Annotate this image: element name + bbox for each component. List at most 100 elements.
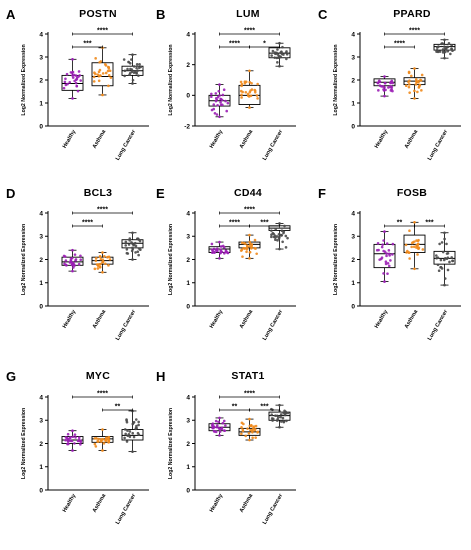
data-point (101, 270, 104, 274)
data-point (241, 255, 244, 258)
box-1 (91, 62, 114, 87)
panel-letter: C (318, 7, 328, 22)
data-point (104, 438, 107, 442)
panel-letter: D (6, 186, 15, 201)
data-point (75, 77, 79, 81)
data-point (71, 429, 74, 433)
data-point (130, 68, 134, 71)
y-axis-label: Log2 Normalized Expression (21, 408, 27, 479)
data-point (383, 250, 387, 254)
significance-label: *** (83, 41, 91, 48)
data-point (211, 422, 215, 426)
panel-letter: G (6, 369, 16, 384)
y-tick-label: 1 (39, 100, 43, 107)
data-point (446, 251, 450, 255)
y-axis-label: Log2 Normalized Expression (21, 44, 27, 115)
data-point (218, 115, 221, 119)
data-point (451, 259, 455, 263)
data-point (413, 267, 416, 271)
data-point (383, 230, 386, 233)
data-point (220, 98, 224, 102)
data-point (124, 244, 128, 247)
data-point (381, 243, 384, 246)
panel-h: H STAT1 Log2 Normalized Expression 0 1 2 3 4 Hea… (156, 369, 296, 526)
data-point (70, 263, 74, 267)
data-point (135, 63, 139, 66)
data-point (386, 272, 389, 275)
data-point (285, 57, 288, 61)
data-point (77, 438, 81, 442)
data-point (77, 75, 80, 78)
data-point (270, 54, 273, 57)
data-point (123, 69, 127, 73)
data-point (131, 431, 134, 435)
data-point (286, 236, 289, 240)
data-point (217, 420, 220, 424)
panel-letter: B (156, 7, 165, 22)
data-point (240, 82, 244, 86)
data-point (73, 442, 76, 445)
box-2 (121, 429, 144, 441)
x-tick-label: Lung Cancer (115, 308, 138, 341)
data-point (73, 433, 77, 436)
data-point (131, 450, 134, 453)
x-tick-label: Healthy (374, 308, 390, 329)
panel-c: C PPARD Log2 Normalized Expression 0 1 2 3 4 Hea… (318, 7, 461, 162)
data-point (408, 229, 411, 233)
data-point (284, 234, 288, 238)
data-point (102, 254, 106, 258)
data-point (275, 419, 279, 422)
significance-label: **** (97, 28, 108, 35)
data-point (134, 244, 138, 248)
x-tick-label: Healthy (209, 492, 225, 513)
data-point (270, 413, 274, 417)
significance-label: *** (260, 404, 268, 411)
data-point (416, 253, 419, 256)
data-point (104, 71, 108, 75)
data-point (214, 99, 218, 103)
data-point (137, 420, 140, 424)
data-point (286, 411, 290, 415)
data-point (214, 92, 218, 95)
data-point (102, 442, 106, 445)
significance-label: **** (244, 207, 255, 214)
data-point (445, 45, 449, 49)
data-point (219, 101, 222, 104)
y-tick-label: 3 (186, 418, 190, 425)
panel-b: B LUM Log2 Normalized Expression -2 0 2 4 Healt… (156, 7, 296, 162)
significance-label: **** (409, 28, 420, 35)
data-point (384, 88, 387, 92)
panel-e: E CD44 Log2 Normalized Expression 0 1 2 3 4 Heal… (156, 186, 296, 342)
data-point (249, 94, 253, 98)
data-point (212, 107, 216, 111)
data-point (101, 428, 104, 431)
y-tick-label: 2 (39, 77, 43, 84)
data-point (93, 442, 97, 446)
data-point (213, 111, 217, 115)
data-point (128, 73, 131, 76)
data-point (137, 74, 140, 77)
data-point (438, 50, 442, 53)
data-point (436, 256, 440, 259)
data-point (138, 62, 141, 66)
data-point (134, 427, 138, 431)
data-point (380, 245, 384, 249)
data-point (448, 260, 451, 264)
data-point (216, 103, 219, 107)
data-point (256, 82, 259, 86)
data-point (71, 76, 75, 79)
data-point (414, 83, 418, 86)
data-point (389, 259, 392, 262)
data-point (132, 65, 136, 68)
data-point (441, 48, 445, 51)
significance-label: ** (397, 220, 403, 227)
data-point (135, 424, 138, 428)
data-point (77, 70, 81, 73)
data-point (243, 241, 246, 245)
data-point (404, 243, 408, 247)
data-point (125, 419, 128, 422)
y-tick-label: 2 (39, 441, 43, 448)
data-point (134, 251, 137, 254)
data-point (72, 266, 75, 269)
data-point (271, 231, 275, 235)
